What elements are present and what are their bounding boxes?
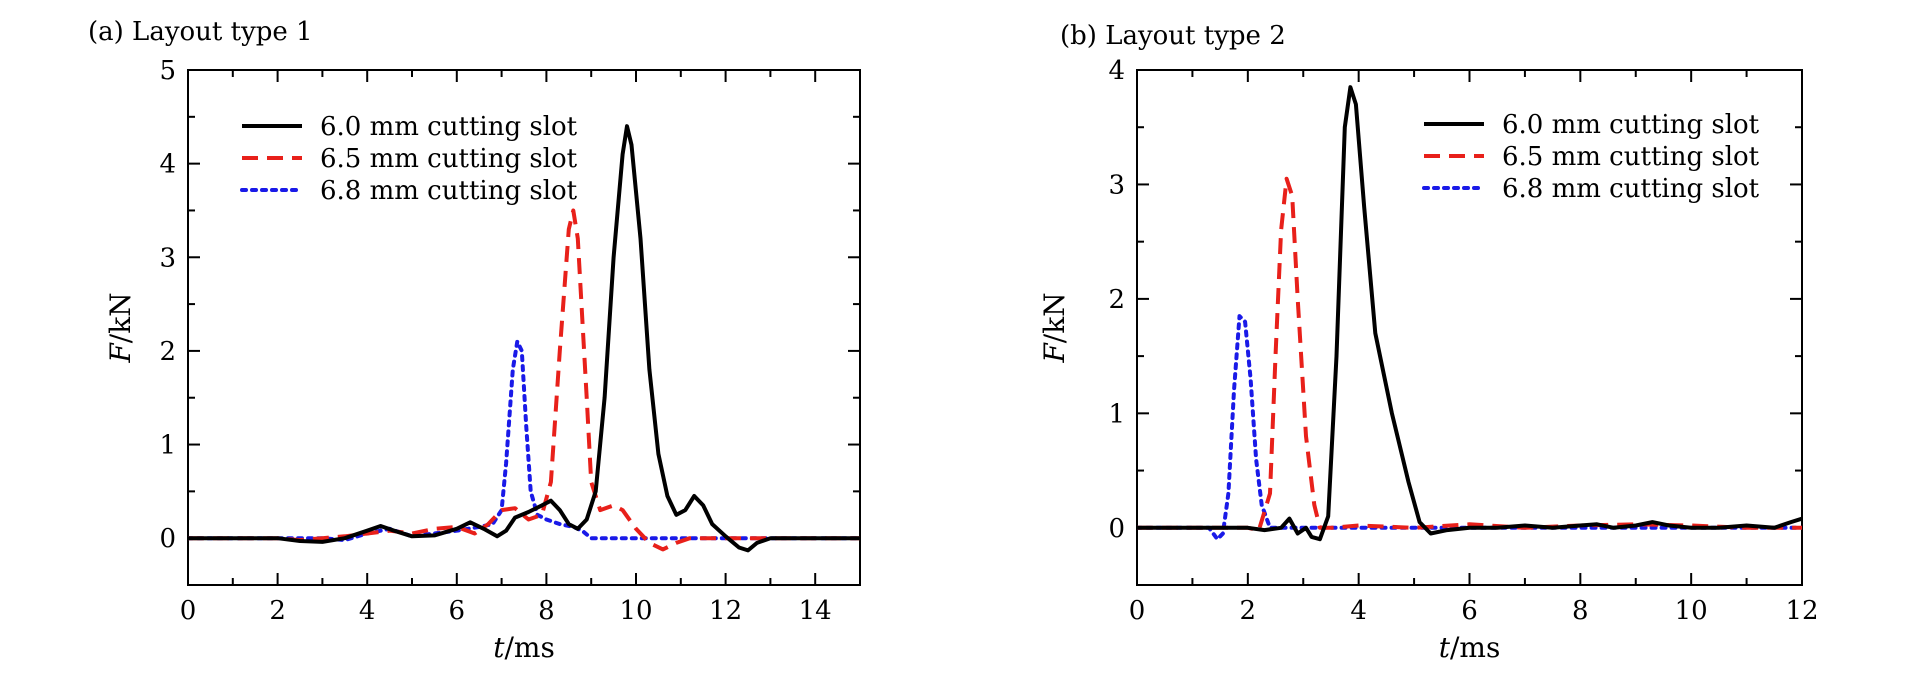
x-axis-variable: t [493, 631, 505, 664]
series-line-solid [1137, 85, 1802, 542]
x-tick-label: 0 [1129, 596, 1146, 626]
legend-label: 6.0 mm cutting slot [320, 112, 578, 142]
y-tick-label: 2 [159, 337, 176, 367]
plot-frame [187, 69, 861, 586]
y-axis-unit: /kN [104, 292, 137, 343]
y-axis-variable: F [1038, 342, 1071, 364]
x-tick-label: 2 [269, 596, 286, 626]
series-line-solid [188, 124, 860, 553]
x-tick-label: 10 [1675, 596, 1708, 626]
y-tick-label: 4 [159, 150, 176, 180]
y-tick-label: 0 [159, 524, 176, 554]
x-tick-label: 6 [449, 596, 466, 626]
series-line-dotted [1137, 314, 1802, 542]
x-tick-label: 8 [538, 596, 555, 626]
y-axis-unit: /kN [1038, 292, 1071, 343]
x-tick-label: 2 [1240, 596, 1257, 626]
x-axis-label: t/ms [1439, 631, 1501, 664]
legend-label: 6.0 mm cutting slot [1502, 110, 1760, 140]
chart-title: (a) Layout type 1 [88, 17, 313, 47]
legend-label: 6.5 mm cutting slot [1502, 142, 1760, 172]
legend-label: 6.8 mm cutting slot [1502, 174, 1760, 204]
y-tick-label: 4 [1108, 56, 1125, 86]
y-axis-variable: F [104, 342, 137, 364]
x-tick-label: 12 [1785, 596, 1818, 626]
x-axis-unit: /ms [1450, 631, 1500, 664]
series-line-dotted [188, 339, 860, 543]
y-axis-label: F/kN [1038, 292, 1071, 363]
chart-title: (b) Layout type 2 [1060, 21, 1286, 51]
x-tick-label: 12 [709, 596, 742, 626]
x-axis-label: t/ms [493, 631, 555, 664]
y-tick-label: 1 [1108, 399, 1125, 429]
legend-label: 6.5 mm cutting slot [320, 144, 578, 174]
x-tick-label: 14 [799, 596, 832, 626]
y-tick-label: 1 [159, 431, 176, 461]
x-tick-label: 8 [1572, 596, 1589, 626]
y-tick-label: 3 [1108, 170, 1125, 200]
x-tick-label: 10 [619, 596, 652, 626]
x-tick-label: 0 [180, 596, 197, 626]
x-axis-unit: /ms [504, 631, 554, 664]
y-axis-label: F/kN [104, 292, 137, 363]
y-tick-label: 2 [1108, 285, 1125, 315]
legend-label: 6.8 mm cutting slot [320, 176, 578, 206]
chart-panel-b: (b) Layout type 20 2 4 6 8 10 1201234t/msF/kN6… [1038, 21, 1819, 664]
x-tick-label: 4 [1350, 596, 1367, 626]
x-axis-variable: t [1439, 631, 1451, 664]
y-tick-label: 5 [159, 56, 176, 86]
series-line-dashed [188, 208, 860, 552]
y-tick-label: 0 [1108, 514, 1125, 544]
chart-panel-a: (a) Layout type 10 2 4 6 8 10 12 14012345t/msF/… [88, 17, 861, 664]
x-tick-label: 6 [1461, 596, 1478, 626]
y-tick-label: 3 [159, 243, 176, 273]
x-tick-label: 4 [359, 596, 376, 626]
